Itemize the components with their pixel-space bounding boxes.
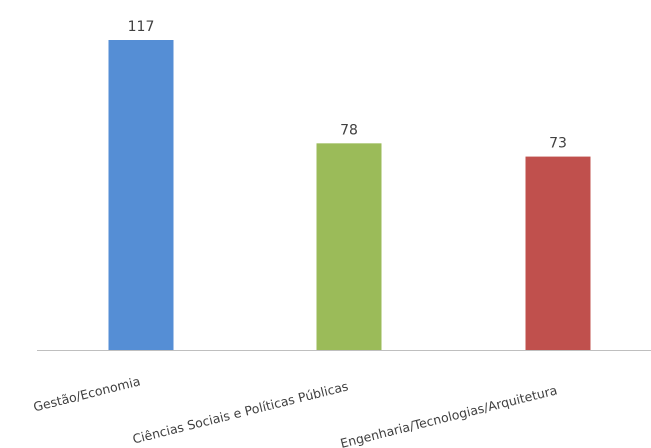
category-label-3: Engenharia/Tecnologias/Arquitetura [339,382,559,448]
category-label-1: Gestão/Economia [32,373,142,414]
data-label-1: 117 [128,19,155,35]
data-label-3: 73 [549,136,567,152]
category-label-2: Ciências Sociais e Políticas Públicas [131,378,350,446]
bar-2 [316,143,382,350]
data-label-2: 78 [340,122,358,138]
bar-1 [108,40,174,350]
bar-3 [525,156,591,350]
value-labels-group: 117 78 73 [128,19,567,152]
bars-group [108,40,591,350]
